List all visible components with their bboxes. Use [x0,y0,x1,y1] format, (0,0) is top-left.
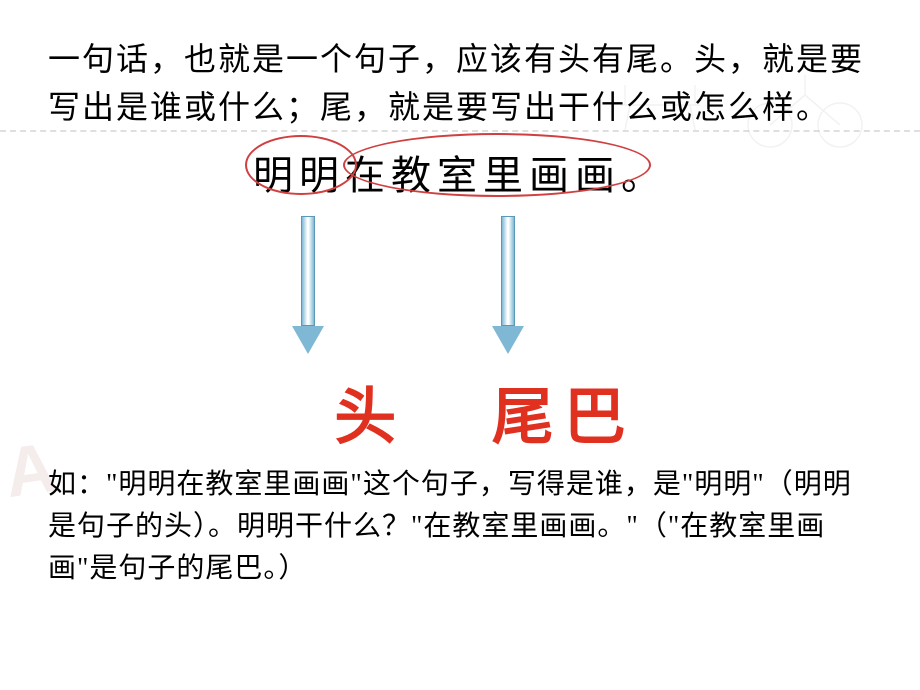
explanation-paragraph: 如："明明在教室里画画"这个句子，写得是谁，是"明明"（明明是句子的头）。明明干… [48,464,872,590]
arrow-to-head [296,216,320,354]
labels-row: 头 尾巴 [48,366,872,456]
arrow-to-tail [496,216,520,354]
arrow-shaft [301,216,315,326]
label-head: 头 [334,366,406,456]
intro-paragraph: 一句话，也就是一个句子，应该有头有尾。头，就是要写出是谁或什么；尾，就是要写出干… [48,35,872,131]
arrow-head-icon [292,326,324,354]
arrows-container [48,201,872,371]
arrow-head-icon [492,326,524,354]
label-tail: 尾巴 [492,366,636,456]
example-sentence-text: 明明在教室里画画。 [253,153,667,198]
sentence-wrapper: 明明在教室里画画。 [253,143,667,201]
arrow-shaft [501,216,515,326]
slide-content: 一句话，也就是一个句子，应该有头有尾。头，就是要写出是谁或什么；尾，就是要写出干… [0,0,920,625]
example-sentence-container: 明明在教室里画画。 [48,143,872,201]
